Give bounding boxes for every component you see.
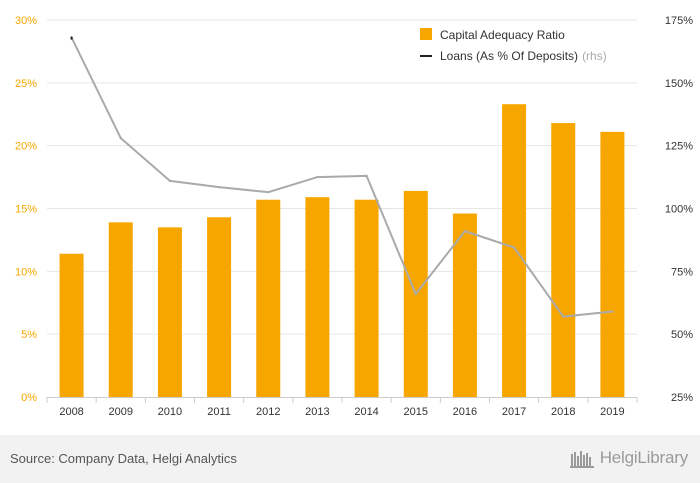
bar — [452, 213, 477, 397]
line-point — [463, 229, 467, 233]
x-tick-label: 2013 — [305, 406, 329, 418]
line-point — [365, 174, 368, 178]
right-tick-label: 125% — [665, 141, 693, 153]
left-tick-label: 25% — [15, 78, 37, 90]
x-tick-label: 2012 — [256, 406, 280, 418]
right-tick-label: 175% — [665, 15, 693, 27]
x-tick-label: 2016 — [453, 406, 477, 418]
bar — [157, 227, 182, 397]
gridlines — [47, 19, 637, 335]
line-point — [611, 310, 614, 313]
x-tick-label: 2010 — [158, 406, 182, 418]
left-tick-label: 20% — [15, 141, 37, 153]
right-tick-label: 75% — [671, 266, 693, 278]
bar-series — [59, 104, 625, 398]
right-tick-label: 50% — [671, 329, 693, 341]
bar — [256, 199, 281, 397]
x-tick-label: 2009 — [109, 406, 133, 418]
line-point — [562, 315, 565, 318]
left-tick-label: 5% — [21, 329, 37, 341]
left-tick-label: 0% — [21, 392, 37, 404]
chart-svg: 0% 5% 10% 15% 20% 25% 30% 25% 50% 75% 100% 125% 150… — [15, 15, 693, 418]
source-note: Source: Company Data, Helgi Analytics — [10, 451, 237, 466]
right-tick-label: 25% — [671, 392, 693, 404]
bar — [354, 199, 379, 397]
line-path — [70, 37, 613, 318]
x-tick-label: 2019 — [600, 406, 624, 418]
left-y-axis: 0% 5% 10% 15% 20% 25% 30% — [15, 15, 37, 404]
right-tick-label: 100% — [665, 204, 693, 216]
legend-label-line: Loans (As % Of Deposits) — [440, 49, 578, 63]
x-axis: 2008 2009 2010 2011 2012 2013 2014 2015 2016 2017… — [46, 397, 638, 418]
x-tick-label: 2018 — [551, 406, 575, 418]
x-tick-label: 2008 — [59, 406, 83, 418]
line-point — [217, 185, 221, 189]
line-point — [267, 190, 270, 194]
chart: 0% 5% 10% 15% 20% 25% 30% 25% 50% 75% 100% 125% 150… — [15, 15, 693, 418]
legend-swatch-bar — [420, 28, 432, 40]
line-series — [70, 36, 614, 318]
line-point — [119, 136, 122, 140]
bar — [551, 123, 576, 398]
footer: Source: Company Data, Helgi Analytics He… — [0, 435, 700, 483]
x-tick-label: 2015 — [404, 406, 428, 418]
left-tick-label: 10% — [15, 266, 37, 278]
line-start-marker — [70, 36, 73, 40]
bar — [108, 222, 133, 397]
legend-label-bar: Capital Adequacy Ratio — [440, 28, 565, 42]
bar — [305, 197, 330, 397]
line-point — [414, 292, 417, 296]
left-tick-label: 30% — [15, 15, 37, 27]
right-y-axis: 25% 50% 75% 100% 125% 150% 175% — [665, 15, 693, 404]
x-tick-label: 2011 — [207, 406, 231, 418]
library-icon — [569, 451, 594, 468]
legend: Capital Adequacy Ratio Loans (As % Of Dep… — [420, 28, 607, 63]
bar — [600, 131, 625, 398]
bar — [207, 217, 232, 397]
line-point — [168, 179, 172, 183]
x-tick-label: 2017 — [502, 406, 526, 418]
line-point — [512, 246, 516, 249]
legend-label-rhs: (rhs) — [582, 49, 607, 63]
line-point — [316, 175, 319, 179]
brand-logo: HelgiLibrary — [569, 448, 689, 468]
bar — [59, 253, 84, 397]
brand-name: HelgiLibrary — [599, 448, 689, 467]
right-tick-label: 150% — [665, 78, 693, 90]
left-tick-label: 15% — [15, 204, 37, 216]
bar — [502, 104, 527, 398]
legend-swatch-line — [420, 55, 432, 57]
x-tick-label: 2014 — [354, 406, 378, 418]
